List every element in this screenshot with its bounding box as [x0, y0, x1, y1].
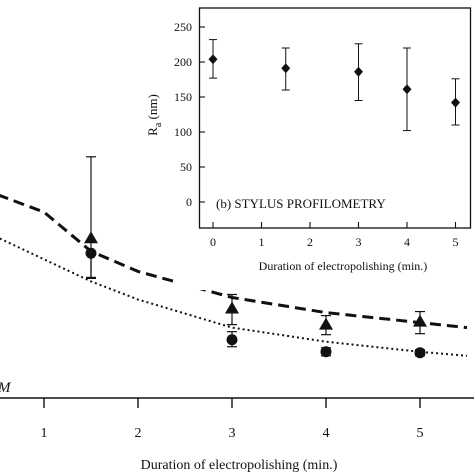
diamond-marker	[354, 66, 363, 77]
main-x-tick-label: 3	[229, 426, 236, 441]
inset-plot-frame	[198, 7, 472, 229]
inset-background	[176, 0, 474, 290]
circle-marker	[85, 247, 97, 259]
inset-x-tick-label: 5	[453, 235, 459, 249]
main-x-tick-label: 1	[41, 426, 48, 441]
inset-x-axis-label: Duration of electropolishing (min.)	[259, 259, 428, 273]
inset-y-tick-label: 150	[174, 90, 192, 104]
inset-y-label-main: R	[145, 127, 160, 136]
main-x-ticks: 1 2 3 4 5	[41, 398, 424, 441]
diamond-marker	[451, 97, 460, 108]
inset-x-tick-label: 2	[307, 235, 313, 249]
main-x-axis-label: Duration of electropolishing (min.)	[141, 458, 338, 473]
diamond-marker	[402, 84, 412, 95]
inset-x-tick-label: 3	[356, 235, 362, 249]
triangle-marker	[319, 317, 333, 330]
inset-y-label-sub: a	[153, 122, 164, 127]
inset-y-tick-label: 250	[174, 20, 192, 34]
diamond-marker	[208, 54, 218, 65]
triangle-marker	[84, 231, 98, 244]
circle-marker	[226, 334, 238, 346]
main-x-tick-label: 4	[323, 426, 330, 441]
inset-x-tick-label: 4	[404, 235, 410, 249]
main-corner-label: M	[0, 380, 12, 396]
circle-marker	[414, 347, 426, 359]
inset-axis-ticks: 0 50 100 150 200 250 0 1 2 3 4 5	[174, 20, 459, 249]
inset-title: (b) STYLUS PROFILOMETRY	[216, 196, 386, 211]
circle-fit-dotted-line	[0, 237, 468, 357]
main-x-tick-label: 2	[135, 426, 142, 441]
triangle-marker	[413, 314, 427, 327]
main-chart: 1 2 3 4 5 M Duration of electropolishing (mi…	[0, 156, 474, 473]
inset-data-marks	[208, 39, 460, 132]
inset-x-tick-label: 1	[259, 235, 265, 249]
circle-marker	[320, 346, 332, 358]
inset-x-tick-label: 0	[210, 235, 216, 249]
inset-y-tick-label: 200	[174, 55, 192, 69]
inset-chart: 0 50 100 150 200 250 0 1 2 3 4 5 (b) STYLUS PROFILO…	[145, 0, 474, 290]
inset-y-tick-label: 100	[174, 125, 192, 139]
diamond-marker	[281, 63, 291, 74]
inset-y-label-unit: (nm)	[145, 94, 160, 123]
triangle-marker	[225, 301, 239, 314]
inset-y-tick-label: 50	[180, 160, 192, 174]
inset-y-axis-label: Ra (nm)	[145, 94, 164, 136]
inset-y-tick-label: 0	[186, 195, 192, 209]
main-data-marks	[84, 156, 427, 359]
main-x-tick-label: 5	[417, 426, 424, 441]
